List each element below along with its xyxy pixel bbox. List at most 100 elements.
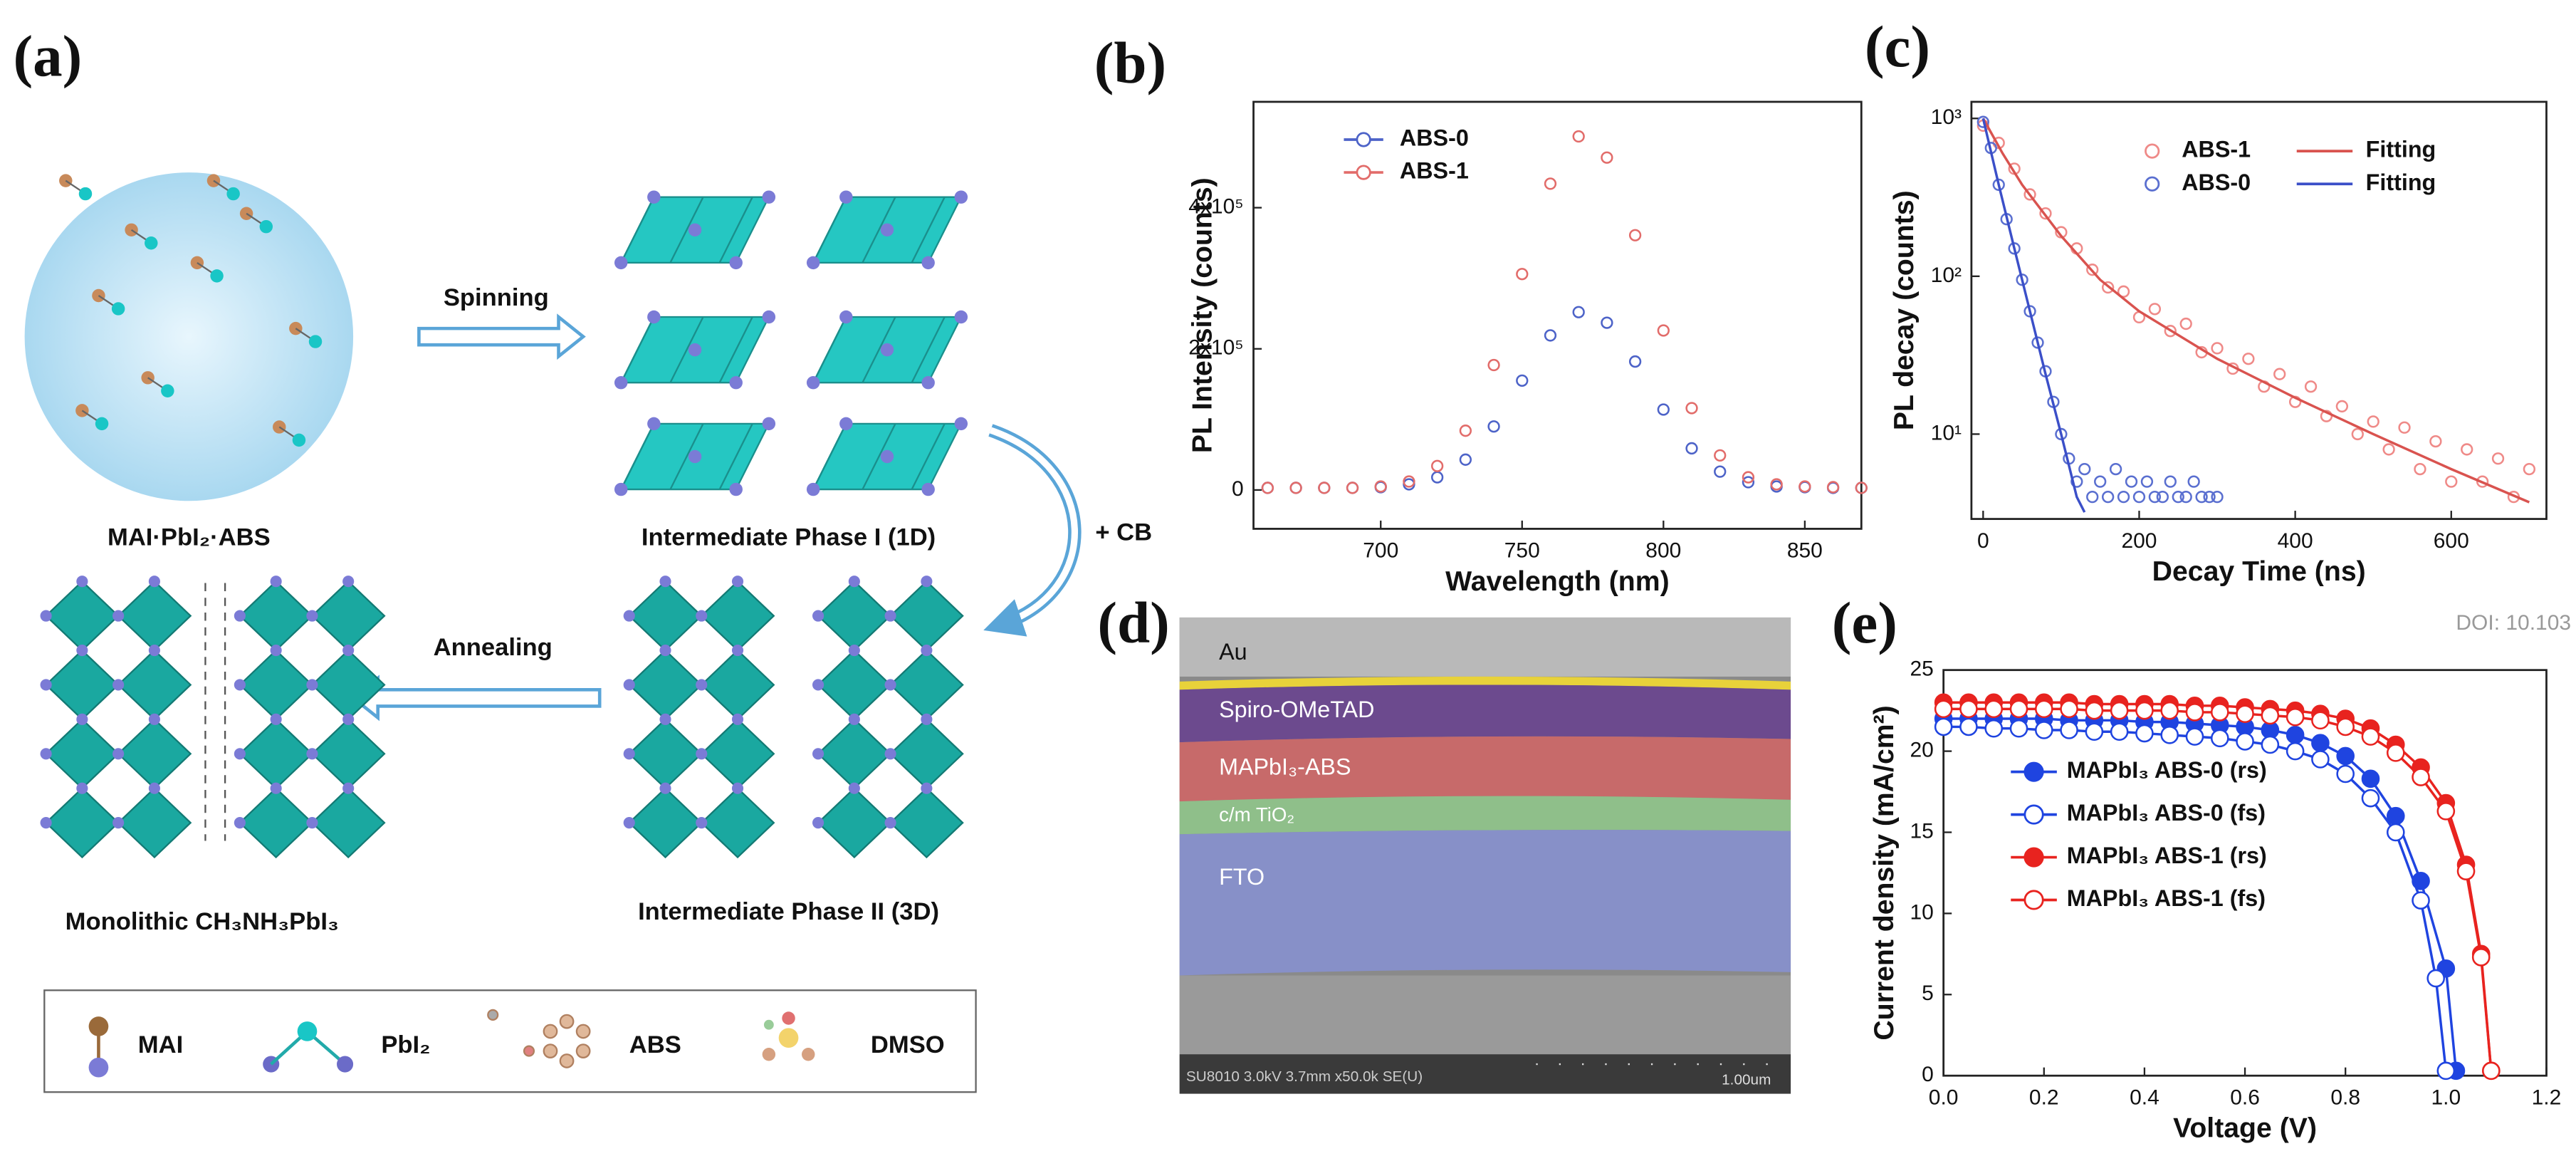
- atom: [848, 782, 860, 794]
- data-point: [2261, 706, 2280, 725]
- data-point: [2094, 475, 2107, 488]
- data-point: [2164, 325, 2177, 338]
- y-axis-title: Current density (mA/cm²): [1869, 705, 1900, 1040]
- data-point: [1959, 717, 1978, 736]
- atom: [559, 1014, 575, 1029]
- data-point: [2311, 734, 2330, 753]
- y-tick-label: 10³: [1931, 105, 1962, 129]
- data-point: [2351, 427, 2364, 441]
- data-point: [2386, 823, 2405, 842]
- atom: [623, 679, 635, 691]
- atom: [884, 817, 896, 829]
- fit-line: [1981, 118, 2086, 513]
- data-point: [2482, 1061, 2501, 1081]
- atom: [762, 310, 776, 324]
- data-point: [2172, 490, 2184, 504]
- data-point: [1403, 475, 1415, 488]
- data-point: [2336, 717, 2355, 736]
- atom: [921, 782, 933, 794]
- data-point: [1318, 482, 1331, 494]
- atom: [848, 713, 860, 725]
- atom: [40, 748, 52, 760]
- atom: [812, 679, 824, 691]
- data-point: [2476, 475, 2489, 488]
- molecule-atom: [226, 187, 240, 201]
- legend-icon: [762, 1011, 815, 1061]
- atom: [848, 576, 860, 588]
- data-point: [2195, 490, 2208, 504]
- x-axis-title: Wavelength (nm): [1445, 566, 1669, 597]
- data-point: [2060, 699, 2078, 719]
- data-point: [2320, 410, 2333, 422]
- state-label: Monolithic CH₃NH₃PbI₃: [66, 908, 339, 935]
- data-point: [2078, 462, 2091, 476]
- atom: [729, 482, 743, 496]
- series-line: [1943, 725, 2448, 1071]
- atom: [806, 482, 820, 496]
- atom: [148, 644, 160, 657]
- arrow: [417, 313, 586, 360]
- data-point: [2445, 475, 2458, 488]
- octahedron: [628, 787, 703, 859]
- molecule-atom: [210, 269, 224, 283]
- atom: [306, 817, 318, 829]
- layer-label: FTO: [1219, 864, 1265, 890]
- data-point: [2336, 746, 2355, 766]
- atom: [954, 310, 968, 324]
- state-label: Intermediate Phase I (1D): [642, 524, 936, 551]
- data-point: [2109, 462, 2122, 476]
- data-point: [1289, 482, 1302, 494]
- layer-label: c/m TiO₂: [1219, 803, 1294, 826]
- atom: [112, 748, 125, 760]
- data-point: [2436, 1061, 2456, 1081]
- atom: [762, 1047, 776, 1061]
- data-point: [2211, 342, 2224, 355]
- octahedron-edge: [911, 197, 946, 264]
- data-point: [1714, 449, 1727, 462]
- atom: [696, 748, 708, 760]
- x-tick-label: 0.8: [2330, 1086, 2360, 1109]
- fto-layer: [1179, 830, 1791, 976]
- atom: [342, 782, 355, 794]
- legend-icon: [487, 1009, 591, 1068]
- data-point: [2160, 726, 2179, 744]
- molecule-atom: [141, 371, 155, 385]
- data-point: [1799, 480, 1811, 493]
- data-point: [2060, 721, 2078, 739]
- panel-d: (d) Au Spiro-OMeTAD MAPbI₃-ABS c/m TiO₂ …: [1097, 590, 1791, 1094]
- panel-label: (c): [1865, 14, 1930, 79]
- octahedron-edge: [911, 316, 946, 383]
- data-point: [1261, 482, 1274, 494]
- state-label: Intermediate Phase II (3D): [638, 898, 939, 925]
- atom: [921, 713, 933, 725]
- data-point: [2386, 744, 2405, 762]
- x-axis-title: Decay Time (ns): [2152, 556, 2366, 587]
- atom: [76, 576, 88, 588]
- data-point: [2156, 490, 2169, 504]
- molecule-atom: [95, 417, 109, 431]
- legend-label: MAPbI₃ ABS-0 (fs): [2067, 800, 2266, 826]
- data-point: [2034, 699, 2053, 719]
- atom: [623, 748, 635, 760]
- data-point: [2179, 317, 2192, 330]
- data-point: [1487, 358, 1500, 372]
- data-point: [1984, 719, 2004, 738]
- data-point: [2148, 303, 2162, 316]
- atom: [659, 782, 671, 794]
- molecule-atom: [145, 236, 158, 250]
- atom: [306, 679, 318, 691]
- data-point: [2361, 788, 2380, 808]
- scale-label: 1.00um: [1722, 1072, 1771, 1088]
- octahedron: [700, 787, 775, 859]
- au-layer: [1179, 676, 1791, 690]
- data-point: [2086, 490, 2099, 504]
- atom: [543, 1043, 558, 1058]
- legend-marker: [2023, 761, 2044, 782]
- atom: [806, 256, 820, 270]
- step-label: + CB: [1095, 519, 1152, 546]
- chart: (c) 0 200 400 600 10¹ 10² 10³ Decay Time (ns) PL …: [1865, 14, 2548, 587]
- legend-label: ABS-1: [2182, 137, 2251, 162]
- atom: [306, 748, 318, 760]
- fit-line: [1981, 118, 2530, 504]
